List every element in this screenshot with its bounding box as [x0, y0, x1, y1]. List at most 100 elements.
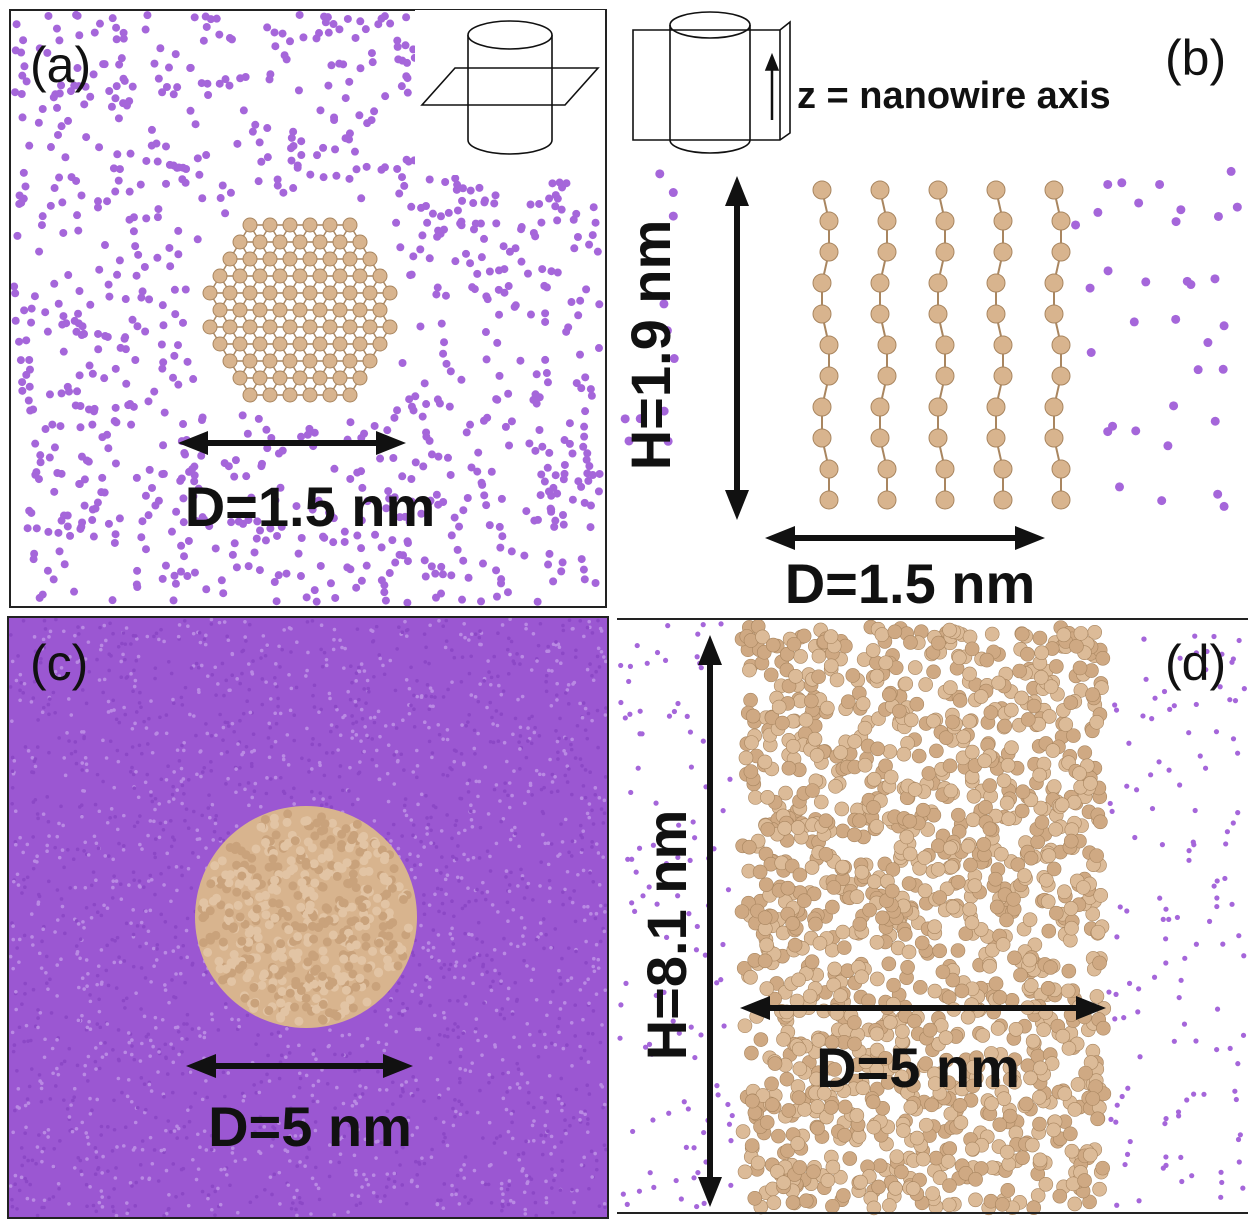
solvent-atom [392, 782, 397, 786]
wire-atom [252, 370, 268, 386]
solvent-atom [1143, 676, 1149, 682]
solvent-atom [214, 814, 219, 818]
wire-atom [374, 938, 384, 948]
solvent-atom [400, 1087, 405, 1091]
solvent-atom [480, 1180, 485, 1185]
solvent-atom [438, 570, 447, 579]
solvent-atom [226, 776, 230, 781]
wire-atom [986, 273, 1006, 293]
solvent-atom [404, 1201, 409, 1206]
solvent-atom [291, 1201, 295, 1205]
solvent-atom [598, 939, 603, 944]
solvent-atom [310, 1093, 315, 1098]
solvent-atom [74, 944, 79, 948]
solvent-atom [16, 654, 20, 658]
solvent-atom [461, 249, 470, 258]
solvent-atom [210, 1184, 215, 1189]
solvent-atom [170, 835, 175, 839]
solvent-atom [122, 813, 126, 818]
solvent-atom [575, 1188, 579, 1193]
solvent-atom [388, 658, 393, 663]
solvent-atom [16, 1087, 21, 1091]
solvent-atom [441, 737, 445, 741]
solvent-atom [354, 720, 359, 724]
solvent-atom [180, 873, 184, 878]
solvent-atom [728, 1138, 734, 1144]
solvent-atom [662, 326, 672, 336]
solvent-atom [511, 1200, 516, 1205]
solvent-atom [31, 1198, 36, 1202]
solvent-atom [524, 626, 528, 631]
solvent-atom [213, 1189, 218, 1194]
solvent-atom [558, 1188, 563, 1192]
solvent-atom [338, 1137, 342, 1141]
solvent-atom [418, 862, 423, 867]
wire-atom [322, 937, 332, 947]
solvent-atom [175, 788, 180, 792]
solvent-atom [512, 769, 516, 773]
wire-atom [292, 234, 308, 250]
solvent-atom [183, 572, 192, 581]
solvent-atom [515, 1082, 520, 1086]
solvent-atom [1227, 697, 1233, 703]
solvent-atom [57, 674, 62, 678]
solvent-atom [29, 555, 38, 564]
wire-atom [984, 626, 1000, 642]
solvent-atom [98, 647, 103, 652]
solvent-atom [476, 920, 481, 925]
solvent-atom [441, 1120, 446, 1124]
solvent-atom [46, 702, 51, 707]
solvent-atom [171, 1060, 176, 1065]
solvent-atom [377, 777, 382, 782]
solvent-atom [63, 773, 68, 778]
solvent-atom [225, 34, 234, 43]
solvent-atom [104, 519, 113, 528]
solvent-atom [586, 711, 591, 716]
solvent-atom [585, 811, 590, 816]
solvent-atom [517, 740, 521, 744]
solvent-atom [99, 1124, 104, 1129]
solvent-atom [422, 1099, 426, 1103]
solvent-atom [91, 870, 96, 874]
solvent-atom [442, 1182, 447, 1186]
solvent-atom [1214, 878, 1220, 884]
solvent-atom [59, 347, 68, 356]
wire-atom [349, 954, 359, 964]
wire-atom [255, 892, 265, 902]
solvent-atom [483, 765, 488, 769]
wire-atom [233, 900, 243, 910]
solvent-atom [522, 801, 527, 806]
solvent-atom [268, 697, 273, 701]
solvent-atom [271, 496, 280, 505]
solvent-atom [465, 1110, 469, 1115]
solvent-atom [138, 944, 142, 949]
solvent-atom [224, 1005, 228, 1010]
solvent-atom [681, 1099, 687, 1105]
wire-atom [928, 428, 948, 448]
wire-atom [344, 962, 354, 972]
wire-atom [332, 234, 348, 250]
solvent-atom [458, 1080, 462, 1085]
solvent-atom [80, 1120, 85, 1125]
solvent-atom [1213, 729, 1220, 735]
solvent-atom [469, 632, 474, 637]
solvent-atom [1214, 903, 1220, 910]
solvent-atom [443, 1135, 447, 1140]
solvent-atom [683, 1144, 689, 1150]
solvent-atom [88, 516, 97, 525]
solvent-atom [314, 1182, 318, 1187]
solvent-atom [25, 141, 34, 150]
solvent-atom [341, 1101, 346, 1106]
solvent-atom [251, 659, 255, 663]
solvent-atom [532, 1043, 536, 1048]
solvent-atom [489, 1200, 494, 1205]
solvent-atom [80, 688, 85, 692]
solvent-atom [324, 657, 329, 662]
wire-atom [286, 856, 296, 866]
solvent-atom [164, 713, 169, 717]
solvent-atom [214, 733, 218, 738]
wire-atom [222, 353, 238, 369]
solvent-atom [147, 1082, 152, 1087]
solvent-atom [597, 1204, 602, 1208]
wire-atom [1046, 779, 1062, 794]
